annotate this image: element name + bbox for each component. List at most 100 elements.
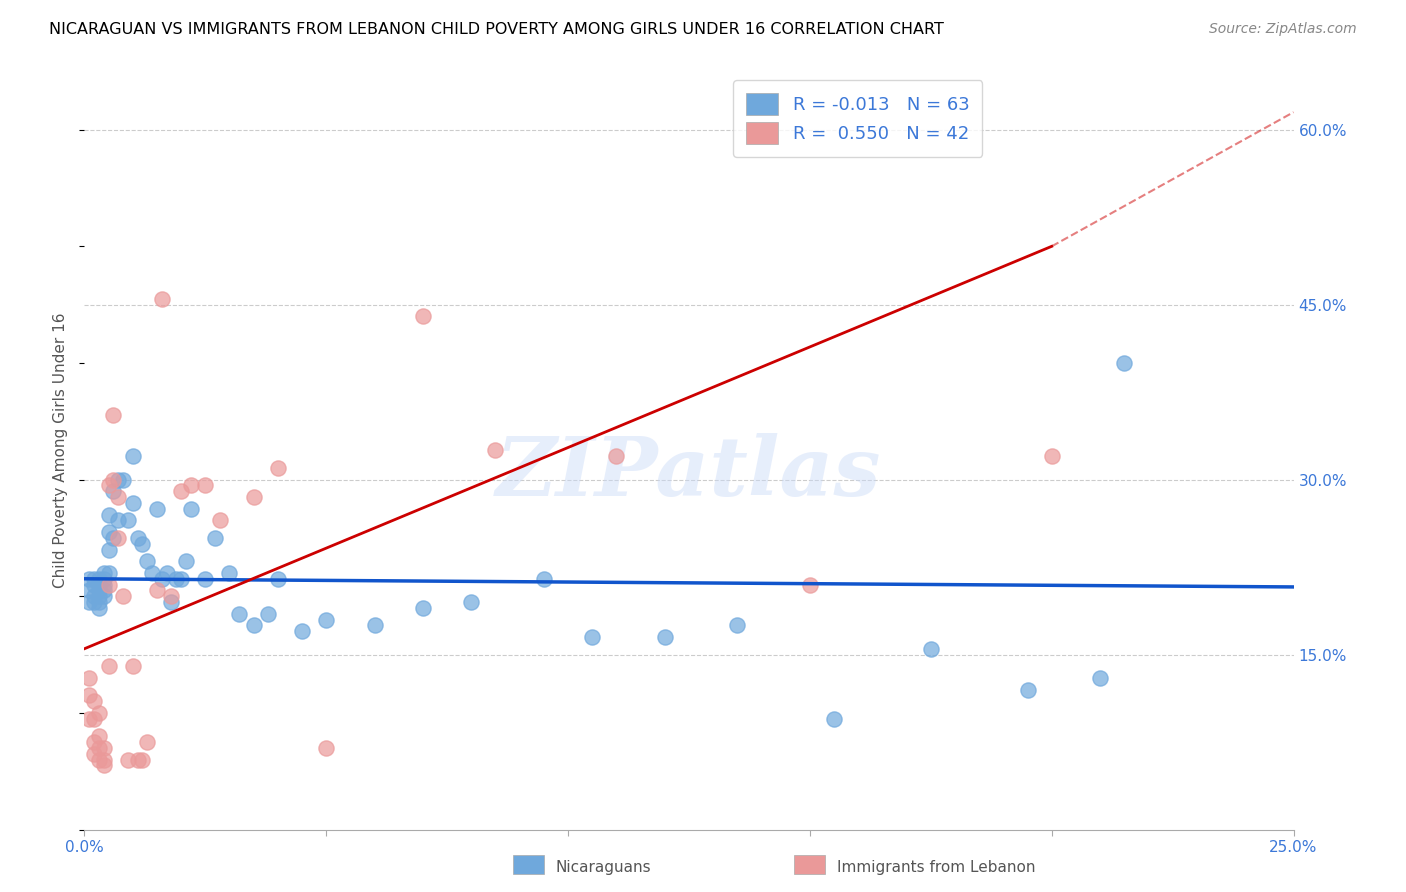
- Point: [136, 554, 159, 568]
- Point: [77, 595, 100, 609]
- Point: [97, 566, 120, 580]
- Point: [77, 583, 100, 598]
- Point: [170, 484, 193, 499]
- Point: [93, 583, 115, 598]
- Point: [180, 501, 202, 516]
- Point: [165, 572, 187, 586]
- Point: [97, 577, 120, 591]
- Point: [131, 537, 153, 551]
- Point: [83, 735, 105, 749]
- Point: [121, 659, 143, 673]
- Point: [77, 671, 100, 685]
- Point: [77, 572, 100, 586]
- Point: [77, 712, 100, 726]
- Point: [107, 531, 129, 545]
- Point: [823, 712, 845, 726]
- Point: [228, 607, 250, 621]
- Point: [87, 740, 110, 755]
- Point: [141, 566, 163, 580]
- Point: [1114, 356, 1136, 370]
- Point: [103, 409, 125, 423]
- Point: [460, 595, 482, 609]
- Point: [103, 473, 125, 487]
- Point: [799, 577, 821, 591]
- Point: [146, 583, 169, 598]
- Point: [127, 531, 149, 545]
- Point: [97, 542, 120, 557]
- Point: [93, 572, 115, 586]
- Point: [107, 473, 129, 487]
- Point: [363, 618, 385, 632]
- Point: [87, 601, 110, 615]
- Text: Nicaraguans: Nicaraguans: [555, 860, 651, 874]
- Text: Source: ZipAtlas.com: Source: ZipAtlas.com: [1209, 22, 1357, 37]
- Point: [194, 572, 217, 586]
- Point: [87, 753, 110, 767]
- Point: [107, 490, 129, 504]
- Point: [204, 531, 226, 545]
- Point: [146, 501, 169, 516]
- Point: [291, 624, 314, 639]
- Point: [218, 566, 240, 580]
- Point: [150, 292, 173, 306]
- Y-axis label: Child Poverty Among Girls Under 16: Child Poverty Among Girls Under 16: [53, 313, 69, 588]
- Point: [136, 735, 159, 749]
- Point: [83, 572, 105, 586]
- Point: [87, 572, 110, 586]
- Point: [117, 753, 139, 767]
- Point: [87, 595, 110, 609]
- Text: Immigrants from Lebanon: Immigrants from Lebanon: [837, 860, 1035, 874]
- Point: [93, 577, 115, 591]
- Point: [83, 595, 105, 609]
- Point: [107, 513, 129, 527]
- Point: [87, 729, 110, 743]
- Point: [127, 753, 149, 767]
- Point: [242, 618, 264, 632]
- Point: [581, 630, 603, 644]
- Point: [242, 490, 264, 504]
- Point: [117, 513, 139, 527]
- Point: [83, 747, 105, 761]
- Point: [93, 589, 115, 603]
- Point: [87, 577, 110, 591]
- Point: [1017, 682, 1039, 697]
- Point: [160, 595, 183, 609]
- Point: [112, 473, 135, 487]
- Point: [87, 589, 110, 603]
- Point: [131, 753, 153, 767]
- Point: [654, 630, 676, 644]
- Point: [725, 618, 748, 632]
- Point: [93, 566, 115, 580]
- Point: [83, 577, 105, 591]
- Point: [97, 525, 120, 540]
- Point: [97, 508, 120, 522]
- Point: [83, 589, 105, 603]
- Point: [93, 753, 115, 767]
- Point: [93, 758, 115, 772]
- Point: [180, 478, 202, 492]
- Point: [208, 513, 231, 527]
- Point: [121, 450, 143, 464]
- Point: [412, 601, 434, 615]
- Point: [77, 689, 100, 703]
- Point: [103, 484, 125, 499]
- Point: [484, 443, 506, 458]
- Legend: R = -0.013   N = 63, R =  0.550   N = 42: R = -0.013 N = 63, R = 0.550 N = 42: [734, 80, 983, 157]
- Point: [83, 694, 105, 708]
- Point: [315, 740, 337, 755]
- Point: [97, 659, 120, 673]
- Point: [121, 496, 143, 510]
- Text: ZIPatlas: ZIPatlas: [496, 434, 882, 513]
- Point: [174, 554, 197, 568]
- Point: [93, 740, 115, 755]
- Point: [605, 450, 627, 464]
- Point: [267, 572, 290, 586]
- Point: [1040, 450, 1063, 464]
- Point: [170, 572, 193, 586]
- Point: [87, 706, 110, 720]
- Point: [103, 531, 125, 545]
- Point: [257, 607, 280, 621]
- Point: [83, 712, 105, 726]
- Point: [112, 589, 135, 603]
- Point: [155, 566, 177, 580]
